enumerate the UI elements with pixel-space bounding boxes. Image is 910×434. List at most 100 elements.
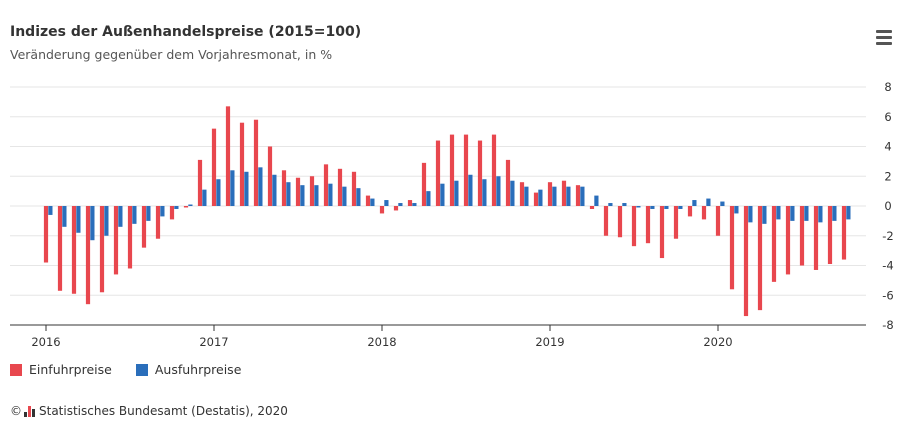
bar-ausfuhrpreise xyxy=(314,185,319,206)
bar-einfuhrpreise xyxy=(239,122,245,206)
legend-item-ausfuhrpreise[interactable]: Ausfuhrpreise xyxy=(135,362,242,377)
chart-subtitle: Veränderung gegenüber dem Vorjahresmonat… xyxy=(10,47,333,62)
bar-einfuhrpreise xyxy=(393,206,399,211)
bar-einfuhrpreise xyxy=(617,206,623,238)
bar-einfuhrpreise xyxy=(757,206,763,311)
bar-ausfuhrpreise xyxy=(230,170,235,206)
bar-einfuhrpreise xyxy=(225,106,231,206)
bar-ausfuhrpreise xyxy=(118,206,123,227)
bar-einfuhrpreise xyxy=(631,206,637,247)
bar-ausfuhrpreise xyxy=(174,206,179,209)
bar-einfuhrpreise xyxy=(771,206,777,282)
bar-einfuhrpreise xyxy=(533,192,539,206)
bar-einfuhrpreise xyxy=(687,206,693,217)
hamburger-menu-icon[interactable] xyxy=(874,30,894,46)
bar-ausfuhrpreise xyxy=(538,189,543,206)
bar-ausfuhrpreise xyxy=(426,191,431,207)
bar-ausfuhrpreise xyxy=(412,203,417,206)
bar-einfuhrpreise xyxy=(113,206,119,275)
bar-einfuhrpreise xyxy=(155,206,161,239)
bar-einfuhrpreise xyxy=(575,185,581,206)
source-credit: © Statistisches Bundesamt (Destatis), 20… xyxy=(10,404,288,418)
bar-ausfuhrpreise xyxy=(692,200,697,206)
bar-einfuhrpreise xyxy=(589,206,595,209)
bar-einfuhrpreise xyxy=(281,170,287,206)
bar-einfuhrpreise xyxy=(169,206,175,220)
bar-einfuhrpreise xyxy=(267,146,273,206)
bar-einfuhrpreise xyxy=(323,164,329,206)
legend-swatch-einfuhrpreise xyxy=(10,363,22,376)
bar-einfuhrpreise xyxy=(295,177,301,206)
source-text: Statistisches Bundesamt (Destatis), 2020 xyxy=(39,404,288,418)
bar-einfuhrpreise xyxy=(673,206,679,239)
bar-ausfuhrpreise xyxy=(160,206,165,217)
bar-einfuhrpreise xyxy=(729,206,735,290)
bar-ausfuhrpreise xyxy=(286,182,291,206)
bar-ausfuhrpreise xyxy=(48,206,53,215)
bar-einfuhrpreise xyxy=(491,134,497,206)
bar-einfuhrpreise xyxy=(785,206,791,275)
bar-ausfuhrpreise xyxy=(664,206,669,209)
bar-einfuhrpreise xyxy=(351,171,357,206)
chart-legend: Einfuhrpreise Ausfuhrpreise xyxy=(10,362,241,377)
bar-einfuhrpreise xyxy=(799,206,805,266)
bar-ausfuhrpreise xyxy=(720,201,725,206)
bar-ausfuhrpreise xyxy=(706,198,711,206)
bar-einfuhrpreise xyxy=(253,119,259,206)
bar-einfuhrpreise xyxy=(561,180,567,206)
chart-title: Indizes der Außenhandelspreise (2015=100… xyxy=(10,24,362,40)
bar-ausfuhrpreise xyxy=(818,206,823,223)
bar-ausfuhrpreise xyxy=(580,186,585,206)
bar-ausfuhrpreise xyxy=(216,179,221,206)
legend-item-einfuhrpreise[interactable]: Einfuhrpreise xyxy=(10,362,112,377)
bar-ausfuhrpreise xyxy=(608,203,613,206)
y-tick-label: 0 xyxy=(884,199,891,213)
bar-einfuhrpreise xyxy=(141,206,147,248)
bar-einfuhrpreise xyxy=(407,200,413,206)
bar-ausfuhrpreise xyxy=(776,206,781,220)
bar-ausfuhrpreise xyxy=(524,186,529,206)
bar-einfuhrpreise xyxy=(43,206,49,263)
bar-ausfuhrpreise xyxy=(482,179,487,206)
bar-ausfuhrpreise xyxy=(552,186,557,206)
bar-ausfuhrpreise xyxy=(398,203,403,206)
bar-einfuhrpreise xyxy=(71,206,77,294)
bar-ausfuhrpreise xyxy=(440,183,445,206)
y-tick-label: -6 xyxy=(882,288,893,302)
bar-ausfuhrpreise xyxy=(62,206,67,227)
bar-einfuhrpreise xyxy=(827,206,833,265)
y-tick-label: 6 xyxy=(884,110,891,124)
bar-einfuhrpreise xyxy=(85,206,91,305)
bar-einfuhrpreise xyxy=(603,206,609,236)
bar-einfuhrpreise xyxy=(309,176,315,206)
destatis-logo-icon xyxy=(24,405,36,417)
bar-ausfuhrpreise xyxy=(496,176,501,206)
legend-label-einfuhrpreise: Einfuhrpreise xyxy=(29,362,112,377)
bar-einfuhrpreise xyxy=(197,159,203,206)
legend-label-ausfuhrpreise: Ausfuhrpreise xyxy=(154,362,242,377)
bar-ausfuhrpreise xyxy=(258,167,263,206)
y-tick-label: 2 xyxy=(884,169,891,183)
bar-ausfuhrpreise xyxy=(734,206,739,214)
x-tick-label: 2018 xyxy=(367,335,396,349)
bar-einfuhrpreise xyxy=(477,140,483,206)
bar-ausfuhrpreise xyxy=(678,206,683,209)
bar-ausfuhrpreise xyxy=(454,180,459,206)
bar-ausfuhrpreise xyxy=(342,186,347,206)
bar-einfuhrpreise xyxy=(813,206,819,270)
bar-einfuhrpreise xyxy=(449,134,455,206)
bar-einfuhrpreise xyxy=(519,182,525,206)
x-tick-label: 2019 xyxy=(535,335,564,349)
bar-ausfuhrpreise xyxy=(90,206,95,241)
bar-einfuhrpreise xyxy=(211,128,217,206)
bar-ausfuhrpreise xyxy=(188,204,193,206)
bar-ausfuhrpreise xyxy=(76,206,81,233)
bar-einfuhrpreise xyxy=(183,206,189,208)
bar-einfuhrpreise xyxy=(659,206,665,259)
bar-einfuhrpreise xyxy=(421,162,427,206)
bar-einfuhrpreise xyxy=(127,206,133,269)
bar-einfuhrpreise xyxy=(379,206,385,214)
bar-ausfuhrpreise xyxy=(328,183,333,206)
x-tick-label: 2020 xyxy=(703,335,732,349)
